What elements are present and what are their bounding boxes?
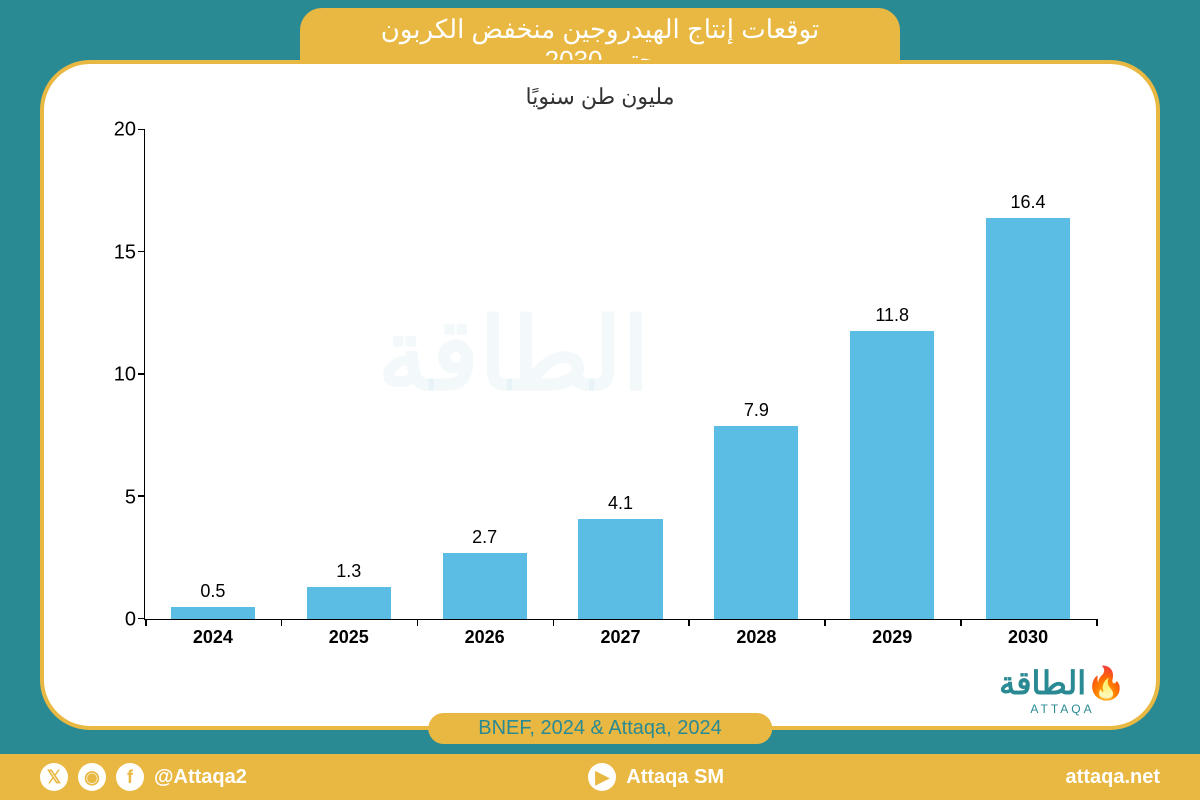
facebook-icon: f (116, 763, 144, 791)
bar: 2.7 (443, 553, 527, 619)
x-tick-label: 2025 (329, 627, 369, 648)
y-tick-label: 0 (125, 609, 136, 632)
source-text: BNEF, 2024 & Attaqa, 2024 (478, 717, 722, 739)
x-tick-label: 2028 (736, 627, 776, 648)
bar: 7.9 (714, 426, 798, 619)
website-link: attaqa.net (1066, 766, 1160, 789)
social-handles: 𝕏 ◉ f @Attaqa2 (40, 763, 247, 791)
bar: 4.1 (578, 519, 662, 619)
y-tick-label: 5 (125, 486, 136, 509)
bar-value-label: 11.8 (875, 305, 909, 326)
x-icon: 𝕏 (40, 763, 68, 791)
site-text: attaqa.net (1066, 766, 1160, 789)
logo-subtext: ATTAQA (999, 702, 1126, 716)
brand-logo: 🔥الطاقة ATTAQA (999, 664, 1126, 716)
bar-value-label: 2.7 (472, 527, 497, 548)
bar-value-label: 0.5 (200, 581, 225, 602)
social-handle: @Attaqa2 (154, 766, 247, 789)
x-tick-label: 2026 (465, 627, 505, 648)
bar-value-label: 7.9 (744, 400, 769, 421)
x-tick-label: 2027 (600, 627, 640, 648)
bar: 1.3 (307, 587, 391, 619)
youtube-text: Attaqa SM (626, 766, 724, 789)
chart-subtitle: مليون طن سنويًا (84, 84, 1116, 110)
bar: 0.5 (171, 607, 255, 619)
instagram-icon: ◉ (78, 763, 106, 791)
source-banner: BNEF, 2024 & Attaqa, 2024 (428, 713, 772, 744)
chart-card: مليون طن سنويًا الطاقة 0 5 10 15 20 0.5 2024 1… (40, 60, 1160, 730)
footer-bar: 𝕏 ◉ f @Attaqa2 ▶ Attaqa SM attaqa.net (0, 754, 1200, 800)
droplet-icon: 🔥 (1086, 665, 1126, 701)
bar-value-label: 4.1 (608, 493, 633, 514)
bar: 16.4 (986, 218, 1070, 619)
x-tick-label: 2024 (193, 627, 233, 648)
x-tick-label: 2029 (872, 627, 912, 648)
y-tick-label: 15 (114, 241, 136, 264)
bar-value-label: 1.3 (336, 561, 361, 582)
x-tick-label: 2030 (1008, 627, 1048, 648)
y-tick-label: 10 (114, 364, 136, 387)
youtube-icon: ▶ (588, 763, 616, 791)
bar-value-label: 16.4 (1011, 192, 1046, 213)
youtube-handle: ▶ Attaqa SM (588, 763, 724, 791)
logo-text: الطاقة (999, 665, 1086, 701)
y-tick-label: 20 (114, 119, 136, 142)
bar: 11.8 (850, 331, 934, 620)
bar-chart: 0 5 10 15 20 0.5 2024 1.3 2025 2.7 2026 4.1 2027 7.9… (84, 120, 1116, 660)
